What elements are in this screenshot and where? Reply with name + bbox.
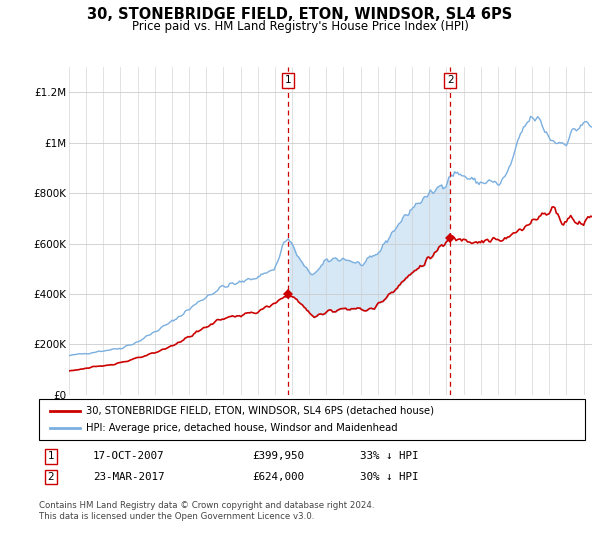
Text: Contains HM Land Registry data © Crown copyright and database right 2024.
This d: Contains HM Land Registry data © Crown c…	[39, 501, 374, 521]
Text: 1: 1	[47, 451, 55, 461]
Text: 33% ↓ HPI: 33% ↓ HPI	[360, 451, 419, 461]
Text: 30% ↓ HPI: 30% ↓ HPI	[360, 472, 419, 482]
Text: HPI: Average price, detached house, Windsor and Maidenhead: HPI: Average price, detached house, Wind…	[86, 423, 397, 433]
Text: Price paid vs. HM Land Registry's House Price Index (HPI): Price paid vs. HM Land Registry's House …	[131, 20, 469, 32]
Text: 30, STONEBRIDGE FIELD, ETON, WINDSOR, SL4 6PS (detached house): 30, STONEBRIDGE FIELD, ETON, WINDSOR, SL…	[86, 405, 434, 416]
Text: 30, STONEBRIDGE FIELD, ETON, WINDSOR, SL4 6PS: 30, STONEBRIDGE FIELD, ETON, WINDSOR, SL…	[88, 7, 512, 22]
Text: 17-OCT-2007: 17-OCT-2007	[93, 451, 164, 461]
Text: £399,950: £399,950	[252, 451, 304, 461]
Text: 2: 2	[47, 472, 55, 482]
Text: £624,000: £624,000	[252, 472, 304, 482]
Text: 2: 2	[447, 76, 454, 85]
Text: 1: 1	[285, 76, 292, 85]
Text: 23-MAR-2017: 23-MAR-2017	[93, 472, 164, 482]
